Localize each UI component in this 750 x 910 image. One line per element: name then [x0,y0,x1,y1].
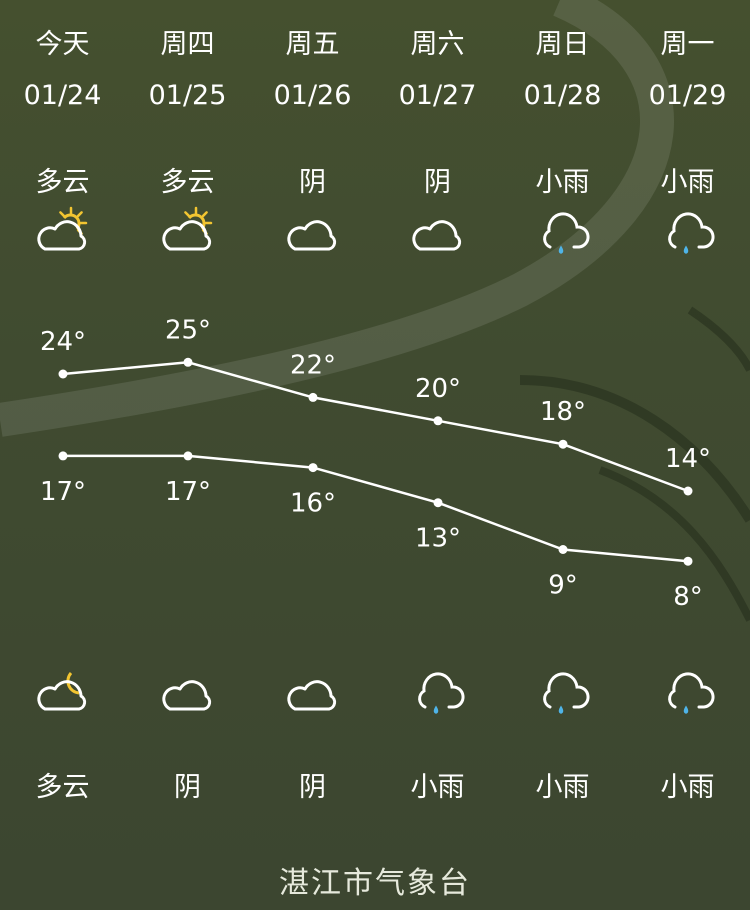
cloud-icon [161,680,211,711]
day-label: 周四 [160,29,215,60]
source-footer: 湛江市气象台 [279,866,471,901]
high-temp-label: 14° [665,444,711,474]
high-temp-label: 25° [165,315,211,345]
high-temp-line [62,361,689,493]
high-temp-label: 22° [290,350,336,380]
high-temp-label: 20° [415,374,461,404]
day-icon-cell [125,205,250,255]
day-weather-label: 小雨 [660,167,715,198]
day-icon-cell [375,205,500,255]
day-label: 周五 [285,29,340,60]
night-weather-label: 小雨 [535,772,590,803]
night-icon-cell [625,665,750,715]
high-temp-label: 18° [540,397,586,427]
high-temp-label: 24° [40,327,86,357]
date-label: 01/25 [148,80,227,111]
date-label: 01/24 [23,80,102,111]
day-weather-label: 多云 [160,167,215,198]
low-temp-point [58,451,68,461]
date-label: 01/26 [273,80,352,111]
low-temp-point [183,451,193,461]
low-temp-point [308,463,318,473]
night-icon-cell [0,665,125,715]
partly-cloudy-day-icon [36,206,87,251]
low-temp-line [63,454,689,563]
night-icon-cell [250,665,375,715]
light-rain-icon [417,672,464,714]
date-label: 01/27 [398,80,477,111]
low-temp-label: 17° [165,477,211,507]
night-icon-cell [500,665,625,715]
partly-cloudy-day-icon [161,206,212,251]
cloud-icon [411,220,461,251]
light-rain-icon [542,212,589,254]
low-temp-label: 16° [290,489,336,519]
low-temp-point [683,556,693,566]
cloud-icon [286,680,336,711]
low-temp-label: 13° [415,524,461,554]
high-temp-point [308,392,318,402]
date-label: 01/29 [648,80,727,111]
low-temp-label: 17° [40,477,86,507]
day-label: 周一 [660,29,715,60]
night-weather-label: 阴 [174,772,201,803]
night-weather-label: 阴 [299,772,326,803]
day-icon-cell [625,205,750,255]
date-label: 01/28 [523,80,602,111]
day-weather-label: 阴 [299,167,326,198]
high-temp-point [433,416,443,426]
day-weather-label: 多云 [35,167,90,198]
high-temp-point [558,439,568,449]
light-rain-icon [667,672,714,714]
day-label: 周六 [410,29,465,60]
day-icon-cell [500,205,625,255]
light-rain-icon [542,672,589,714]
day-weather-label: 阴 [424,167,451,198]
light-rain-icon [667,212,714,254]
high-temp-point [683,486,693,496]
high-temp-point [58,369,68,379]
high-temp-point [183,357,193,367]
day-weather-label: 小雨 [535,167,590,198]
low-temp-point [558,545,568,554]
night-icon-cell [125,665,250,715]
low-temp-label: 8° [673,582,703,612]
day-icon-cell [0,205,125,255]
night-weather-label: 小雨 [660,772,715,803]
night-weather-label: 小雨 [410,772,465,803]
cloud-icon [286,220,336,251]
low-temp-label: 9° [548,571,578,601]
day-icon-cell [250,205,375,255]
partly-cloudy-night-icon [36,671,86,711]
night-icon-cell [375,665,500,715]
night-weather-label: 多云 [35,772,90,803]
day-label: 今天 [35,29,90,60]
day-label: 周日 [535,29,590,60]
low-temp-point [433,498,443,508]
